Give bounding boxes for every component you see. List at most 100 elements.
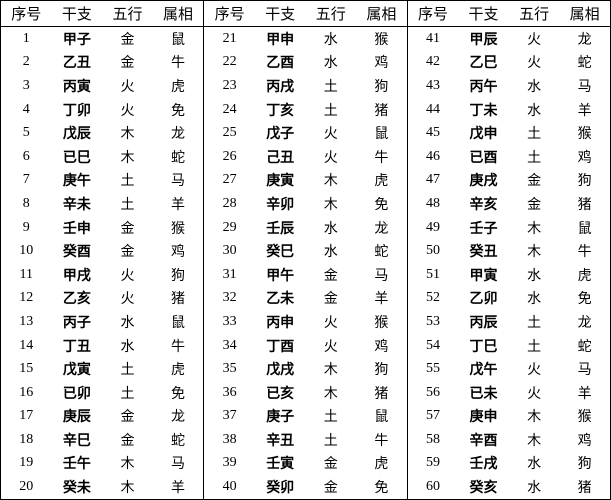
stem-branch-cell: 甲辰 [469, 32, 498, 48]
element-cell: 火 [323, 150, 338, 166]
stem-branch-cell: 癸亥 [469, 481, 498, 497]
element-cell: 火 [120, 292, 135, 308]
element-cell: 木 [527, 433, 542, 449]
index-cell: 36 [222, 384, 237, 400]
table-row: 39 壬寅 金 虎 [204, 452, 406, 476]
stem-branch-cell: 丙戌 [266, 79, 295, 95]
zodiac-cell: 蛇 [374, 245, 389, 261]
zodiac-cell: 猪 [374, 386, 389, 402]
element-cell: 土 [120, 363, 135, 379]
column-group: 序号 干支 五行 属相 21 甲申水猴 22 乙酉水鸡 23 丙戌土狗 24 丁亥土猪 25 戊子火鼠 26… [203, 1, 407, 499]
index-cell: 2 [22, 54, 30, 70]
element-cell: 水 [527, 481, 542, 497]
zodiac-cell: 虎 [171, 363, 186, 379]
stem-branch-cell: 乙亥 [62, 292, 91, 308]
zodiac-cell: 鼠 [171, 315, 186, 331]
table-row: 29 壬辰 水 龙 [204, 216, 406, 240]
index-cell: 35 [222, 361, 237, 377]
header-row: 序号 干支 五行 属相 [1, 1, 204, 27]
stem-branch-cell: 已亥 [266, 386, 295, 402]
zodiac-cell: 龙 [577, 315, 592, 331]
zodiac-cell: 猴 [577, 410, 592, 426]
table-row: 50 癸丑 木 牛 [408, 239, 610, 263]
element-cell: 金 [527, 197, 542, 213]
index-cell: 21 [222, 30, 237, 46]
index-cell: 19 [19, 455, 34, 471]
header-cell: 干支 [61, 7, 92, 23]
zodiac-cell: 猴 [374, 32, 389, 48]
header-cell: 五行 [519, 7, 550, 23]
element-cell: 木 [120, 481, 135, 497]
stem-branch-cell: 庚戌 [469, 174, 498, 190]
table-row: 47 庚戌 金 狗 [408, 169, 610, 193]
stem-branch-cell: 辛未 [62, 197, 91, 213]
zodiac-cell: 羊 [577, 103, 592, 119]
element-cell: 土 [527, 150, 542, 166]
table-row: 59 壬戌 水 狗 [408, 452, 610, 476]
zodiac-cell: 马 [577, 79, 592, 95]
index-cell: 10 [19, 243, 34, 259]
table-row: 27 庚寅 木 虎 [204, 169, 406, 193]
stem-branch-cell: 丁酉 [266, 339, 295, 355]
element-cell: 金 [120, 32, 135, 48]
zodiac-cell: 猴 [171, 221, 186, 237]
element-cell: 水 [120, 315, 135, 331]
table-row: 34 丁酉 火 鸡 [204, 334, 406, 358]
index-cell: 30 [222, 243, 237, 259]
stem-branch-cell: 甲午 [266, 268, 295, 284]
table-row: 19 壬午 木 马 [1, 452, 203, 476]
zodiac-cell: 龙 [577, 32, 592, 48]
stem-branch-cell: 辛卯 [266, 197, 295, 213]
element-cell: 金 [527, 174, 542, 190]
table-row: 21 甲申 水 猴 [204, 27, 406, 51]
stem-branch-cell: 已巳 [62, 150, 91, 166]
stem-branch-cell: 戊戌 [266, 363, 295, 379]
zodiac-cell: 狗 [374, 79, 389, 95]
index-cell: 51 [425, 266, 440, 282]
zodiac-cell: 蛇 [171, 433, 186, 449]
stem-branch-cell: 癸未 [62, 481, 91, 497]
header-cell: 序号 [417, 7, 448, 23]
stem-branch-cell: 丙子 [62, 315, 91, 331]
element-cell: 金 [120, 410, 135, 426]
stem-branch-cell: 甲申 [266, 32, 295, 48]
table-row: 32 乙未 金 羊 [204, 287, 406, 311]
stem-branch-cell: 壬午 [62, 457, 91, 473]
index-cell: 45 [425, 125, 440, 141]
stem-branch-cell: 已酉 [469, 150, 498, 166]
element-cell: 金 [323, 481, 338, 497]
index-cell: 13 [19, 313, 34, 329]
element-cell: 木 [527, 245, 542, 261]
index-cell: 6 [22, 148, 30, 164]
zodiac-cell: 猴 [374, 315, 389, 331]
table-row: 13 丙子 水 鼠 [1, 310, 203, 334]
element-cell: 土 [120, 386, 135, 402]
index-cell: 40 [222, 479, 237, 495]
header-cell: 属相 [366, 7, 397, 23]
stem-branch-cell: 已卯 [62, 386, 91, 402]
table-row: 48 辛亥 金 猪 [408, 192, 610, 216]
zodiac-cell: 鸡 [171, 245, 186, 261]
element-cell: 土 [323, 410, 338, 426]
element-cell: 土 [323, 103, 338, 119]
element-cell: 金 [120, 433, 135, 449]
index-cell: 32 [222, 290, 237, 306]
table-row: 52 乙卯 水 免 [408, 287, 610, 311]
zodiac-cell: 猪 [374, 103, 389, 119]
table-row: 16 已卯 土 免 [1, 381, 203, 405]
zodiac-cell: 牛 [374, 150, 389, 166]
zodiac-cell: 猪 [577, 481, 592, 497]
stem-branch-cell: 丁亥 [266, 103, 295, 119]
table-row: 55 戊午 火 马 [408, 357, 610, 381]
stem-branch-cell: 壬申 [62, 221, 91, 237]
element-cell: 火 [527, 32, 542, 48]
index-cell: 14 [19, 337, 34, 353]
zodiac-cell: 狗 [577, 174, 592, 190]
stem-branch-cell: 癸巳 [266, 245, 295, 261]
table-row: 41 甲辰 火 龙 [408, 27, 610, 51]
element-cell: 土 [120, 197, 135, 213]
table-row: 26 己丑 火 牛 [204, 145, 406, 169]
zodiac-cell: 免 [374, 481, 389, 497]
stem-branch-cell: 庚子 [266, 410, 295, 426]
zodiac-cell: 蛇 [577, 56, 592, 72]
